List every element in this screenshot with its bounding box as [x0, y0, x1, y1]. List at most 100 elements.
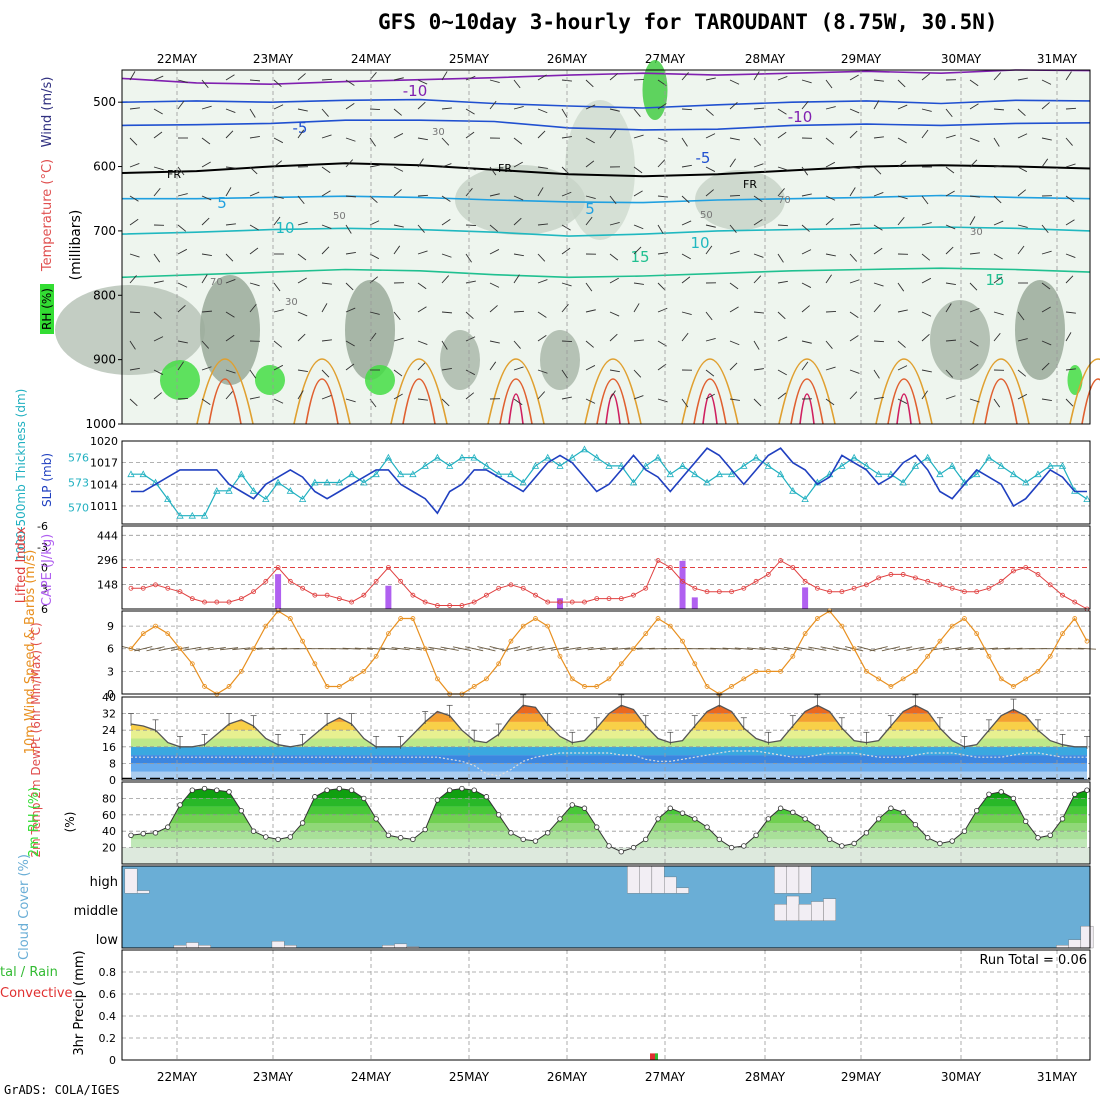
wind-barb: [345, 137, 356, 142]
li-point: [189, 596, 195, 602]
wind-barb: [537, 74, 547, 81]
wind-axis-label: Wind (m/s): [40, 77, 55, 148]
li-point: [508, 582, 514, 588]
wind-barb: [753, 311, 764, 314]
wind-barb: [921, 195, 929, 205]
rh-point: [263, 834, 269, 840]
wind-barb: [801, 100, 809, 110]
thickness-point: [1058, 462, 1067, 469]
wind-speed-point: [704, 684, 710, 689]
thickness-point: [139, 470, 147, 478]
wind-barb: [729, 398, 740, 401]
temperature-contour: [122, 194, 1091, 204]
wind-barb: [992, 647, 1011, 650]
cape-bar: [802, 587, 809, 609]
wind-barb: [513, 105, 524, 110]
wind-barb: [633, 395, 644, 400]
temp-band: [131, 730, 1087, 739]
wind-barb: [1065, 647, 1084, 650]
wind-barb: [321, 108, 329, 117]
wind-barb: [943, 647, 962, 651]
precip-side-label: Convective: [0, 986, 73, 1001]
wind-barb: [657, 252, 668, 255]
thickness-point: [1034, 470, 1042, 478]
wind-barb: [561, 108, 568, 118]
rh-label: 50: [700, 210, 713, 221]
cape-bar: [385, 585, 392, 609]
wind-barb: [489, 79, 500, 84]
li-point: [557, 599, 563, 605]
rh-point: [520, 836, 526, 843]
temperature-contour: [121, 69, 1091, 86]
wind-barb: [1065, 332, 1072, 342]
thickness-point: [372, 470, 380, 478]
rh-point: [655, 816, 661, 822]
wind-barb: [873, 369, 880, 379]
wind-barb: [969, 103, 979, 110]
wind-speed-point: [373, 653, 379, 659]
wind-barb: [452, 646, 472, 652]
thickness-point: [213, 486, 221, 494]
wind-barb: [513, 310, 525, 313]
thermal-contour: [196, 358, 254, 425]
wind-barb: [249, 303, 257, 313]
rh-point: [937, 840, 943, 847]
wind-barb: [657, 159, 666, 168]
li-point: [251, 589, 256, 595]
wind-barb: [526, 646, 545, 652]
date-label-bottom: 22MAY: [157, 1070, 198, 1084]
wind-barb: [955, 647, 974, 651]
cloud-bar: [676, 887, 689, 894]
wind-barb: [777, 108, 787, 115]
wind-barb: [249, 79, 261, 82]
wind-barb: [921, 333, 930, 342]
wind-barb: [513, 195, 524, 201]
wind-barb: [1041, 398, 1052, 402]
wind-barb: [969, 363, 979, 371]
wind-speed-point: [569, 676, 575, 682]
thickness-tick: 576: [68, 452, 89, 465]
wind-barb: [201, 398, 211, 405]
li-point: [177, 589, 183, 595]
li-point: [545, 599, 551, 605]
rh-label: 50: [333, 211, 346, 222]
wind-barb: [633, 282, 644, 285]
rh-point: [336, 785, 343, 792]
cape-tick: 444: [97, 529, 118, 542]
thickness-point: [911, 462, 920, 469]
cloud-axis-label: Cloud Cover (%): [17, 854, 32, 960]
wind-barb: [249, 135, 260, 139]
wind-barb: [563, 646, 582, 651]
wind-tick: 9: [107, 620, 114, 633]
wind-barb: [777, 280, 788, 284]
wind-barb: [575, 647, 594, 651]
wind-barb: [538, 646, 557, 651]
li-point: [385, 565, 391, 570]
wind-barb: [771, 647, 790, 651]
temperature-contour: [121, 162, 1091, 178]
contour-label: FR: [743, 178, 757, 191]
wind-barb: [609, 369, 620, 373]
wind-barb: [801, 305, 810, 313]
wind-barb: [321, 166, 331, 174]
li-point: [1060, 592, 1065, 598]
wind-speed-point: [888, 684, 894, 689]
thickness-point: [458, 453, 466, 461]
rh-shade: [540, 330, 580, 390]
li-point: [643, 585, 649, 591]
wind-barb: [1041, 158, 1049, 168]
wind-barb: [417, 250, 428, 255]
wind-barb: [681, 311, 692, 316]
wind-barb: [297, 277, 307, 284]
wind-barb: [657, 307, 668, 313]
wind-barb: [561, 304, 569, 313]
rh-label: 30: [285, 297, 298, 308]
rh-point: [667, 805, 673, 811]
li-point: [263, 578, 269, 584]
wind-barb: [945, 369, 954, 378]
cloud-bar: [394, 943, 407, 949]
cloud-bar: [798, 904, 812, 921]
rh-point: [594, 824, 600, 830]
wind-barb: [369, 311, 380, 315]
wind-barb: [585, 216, 593, 226]
